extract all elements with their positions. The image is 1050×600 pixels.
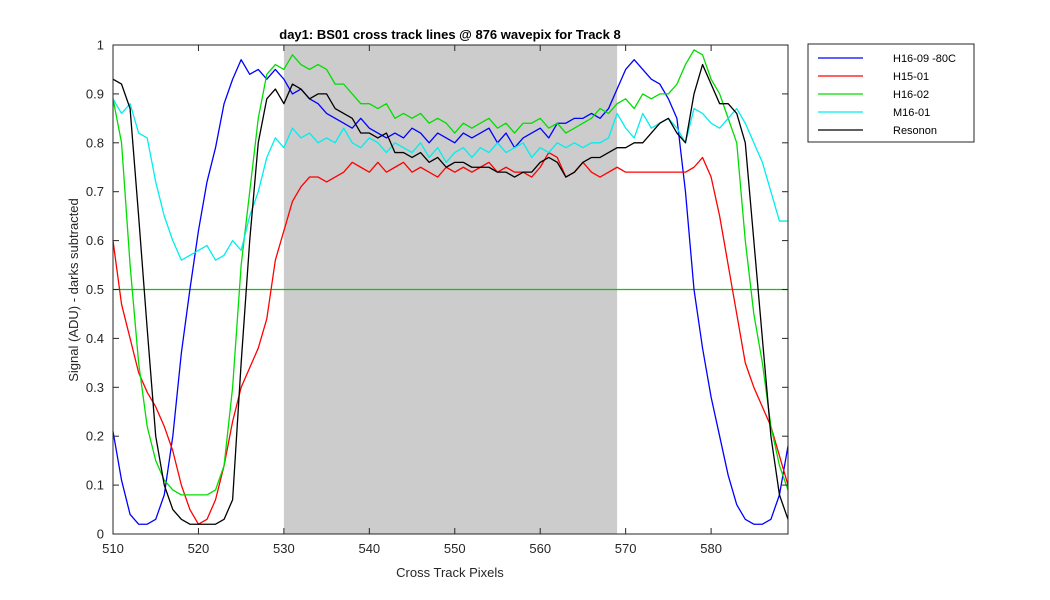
x-tick-label: 560 — [529, 541, 551, 556]
y-tick-label: 0.5 — [86, 282, 104, 297]
legend-box — [807, 43, 975, 143]
series-line-4 — [112, 98, 788, 261]
x-tick-label: 540 — [358, 541, 380, 556]
y-tick-label: 1 — [97, 38, 104, 53]
y-tick-label: 0.7 — [86, 184, 104, 199]
y-tick-label: 0.3 — [86, 380, 104, 395]
x-axis: 510 520 530 540 550 560 570 580 — [102, 45, 722, 556]
y-tick-label: 0.6 — [86, 233, 104, 248]
y-tick-label: 0.1 — [86, 478, 104, 493]
legend-label: M16-01 — [893, 107, 930, 119]
series-line-1 — [112, 59, 789, 525]
legend-label: Resonon — [893, 125, 937, 137]
y-tick-label: 0 — [97, 527, 104, 542]
legend: H16-09 -80C H15-01 H16-02 M16-01 Resonon — [807, 43, 975, 143]
legend-label: H15-01 — [893, 71, 929, 83]
series-line-5 — [112, 63, 789, 525]
y-axis: 0 0.1 0.2 0.3 0.4 0.5 0.6 0.7 0.8 0.9 1 — [86, 38, 788, 542]
x-tick-label: 580 — [700, 541, 722, 556]
chart-title: day1: BS01 cross track lines @ 876 wavep… — [279, 27, 620, 42]
x-tick-label: 510 — [102, 541, 124, 556]
x-tick-label: 570 — [615, 541, 637, 556]
plot-area — [112, 44, 789, 535]
y-axis-label: Signal (ADU) - darks subtracted — [66, 198, 81, 382]
x-tick-label: 550 — [444, 541, 466, 556]
x-tick-label: 520 — [188, 541, 210, 556]
y-tick-label: 0.4 — [86, 331, 104, 346]
x-axis-label: Cross Track Pixels — [396, 565, 504, 580]
y-tick-label: 0.8 — [86, 135, 104, 150]
series-line-3 — [112, 49, 789, 496]
x-tick-label: 530 — [273, 541, 295, 556]
y-tick-label: 0.2 — [86, 429, 104, 444]
y-tick-label: 0.9 — [86, 86, 104, 101]
legend-label: H16-02 — [893, 89, 929, 101]
legend-label: H16-09 -80C — [893, 53, 956, 65]
